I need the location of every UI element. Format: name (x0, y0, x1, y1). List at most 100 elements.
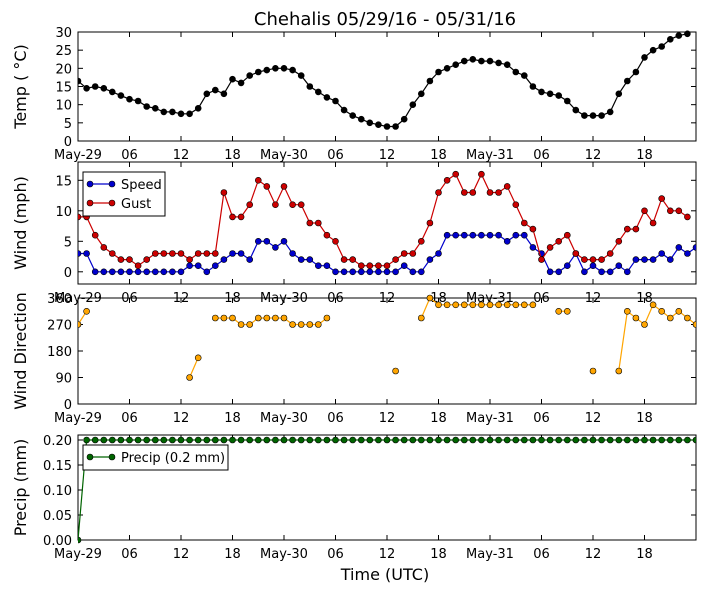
data-point (100, 268, 108, 276)
legend-marker (108, 453, 116, 461)
data-point (658, 195, 666, 202)
data-point (117, 256, 125, 263)
data-point (383, 436, 391, 444)
x-tick-label: 06 (327, 148, 344, 163)
data-point (314, 436, 322, 444)
data-point (692, 244, 696, 251)
y-tick-label: 360 (47, 292, 72, 307)
data-point (169, 268, 176, 276)
data-point (417, 90, 425, 98)
data-point (400, 436, 408, 444)
data-point (392, 256, 399, 263)
data-point (469, 231, 477, 239)
data-point (91, 268, 99, 276)
data-point (641, 207, 648, 215)
data-point (254, 436, 262, 444)
data-point (675, 307, 683, 315)
data-point (340, 256, 348, 263)
data-point (289, 66, 296, 74)
data-point (632, 436, 640, 444)
y-tick-label: 0.10 (43, 484, 72, 499)
data-point (443, 301, 451, 309)
x-tick-label: 06 (121, 148, 138, 163)
data-point (486, 231, 494, 239)
data-point (478, 436, 485, 444)
data-point (666, 207, 674, 215)
data-point (538, 436, 545, 444)
data-point (246, 436, 253, 444)
data-point (443, 65, 451, 72)
x-tick-label: 06 (533, 411, 550, 426)
data-point (598, 268, 605, 276)
x-tick-label: 12 (173, 148, 190, 163)
data-point (555, 436, 563, 444)
y-axis-label-dir: Wind Direction (11, 292, 30, 410)
panel-wind: 051015May-29061218May-30061218May-310612… (11, 161, 705, 306)
x-tick-label: 18 (636, 148, 653, 163)
y-tick-label: 0.05 (43, 509, 72, 524)
data-point (512, 301, 520, 309)
y-tick-label: 10 (55, 205, 72, 220)
data-point (417, 436, 425, 444)
data-point (83, 250, 90, 257)
data-point (684, 436, 691, 444)
data-point (400, 262, 408, 270)
data-point (503, 436, 511, 444)
data-point (417, 238, 425, 245)
data-point (340, 436, 348, 444)
data-point (555, 268, 563, 276)
data-point (100, 85, 108, 92)
data-point (306, 436, 314, 444)
x-tick-label: 12 (173, 547, 190, 562)
chart-panels: 0 5 10 15 20 25 30 May-29 06 12 18 May-30 06 12 18 May-… (11, 26, 705, 562)
data-point (332, 268, 339, 276)
x-tick-label: 12 (585, 148, 602, 163)
legend-label: Gust (121, 197, 151, 212)
data-point (375, 436, 382, 444)
data-point (443, 436, 451, 444)
data-point (126, 95, 133, 103)
data-point (684, 213, 691, 221)
data-point (658, 307, 666, 315)
data-point (469, 436, 477, 444)
x-tick-label: May-31 (466, 547, 514, 562)
data-point (649, 219, 657, 227)
data-point (529, 436, 537, 444)
data-point (606, 268, 614, 276)
legend-wind: Speed Gust (82, 171, 166, 217)
data-point (555, 307, 563, 315)
data-point (615, 436, 623, 444)
data-point (254, 238, 262, 245)
data-point (702, 251, 705, 257)
data-point (126, 256, 133, 263)
data-point (495, 231, 502, 239)
data-point (314, 321, 322, 328)
data-point (220, 314, 228, 322)
data-point (366, 436, 374, 444)
data-point (246, 201, 253, 208)
data-point (581, 268, 588, 276)
data-point (280, 436, 288, 444)
data-point (649, 256, 657, 263)
data-point (186, 262, 193, 270)
data-point (392, 268, 399, 276)
data-point (357, 262, 365, 270)
data-point (194, 250, 202, 257)
data-point (460, 231, 468, 239)
data-point (392, 436, 399, 444)
data-point (632, 256, 640, 263)
data-point (443, 231, 451, 239)
data-point (666, 314, 674, 322)
data-point (520, 72, 528, 79)
data-point (375, 268, 382, 276)
x-tick-label: 06 (327, 411, 344, 426)
data-point (229, 250, 236, 257)
data-point (495, 59, 502, 67)
data-point (443, 177, 451, 184)
data-point (675, 32, 683, 39)
data-point (452, 170, 460, 178)
y-tick-label: 5 (64, 117, 72, 132)
data-point (615, 262, 623, 270)
data-point (109, 436, 116, 444)
data-point (340, 106, 348, 114)
